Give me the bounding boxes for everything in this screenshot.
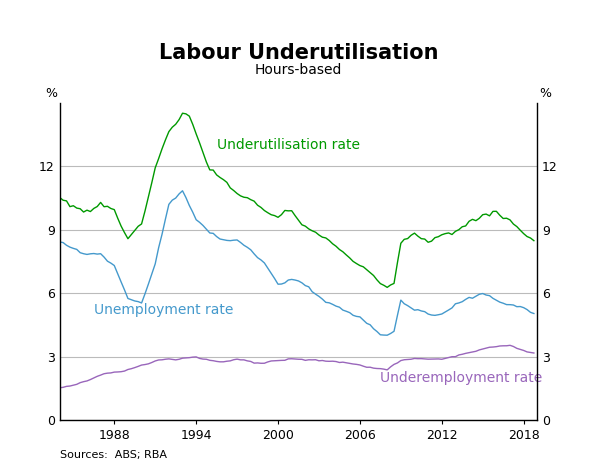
Text: Underutilisation rate: Underutilisation rate xyxy=(217,138,359,152)
Text: Hours-based: Hours-based xyxy=(255,63,342,77)
Text: Underemployment rate: Underemployment rate xyxy=(380,371,543,385)
Text: %: % xyxy=(45,86,57,99)
Text: Unemployment rate: Unemployment rate xyxy=(94,304,233,318)
Text: Sources:  ABS; RBA: Sources: ABS; RBA xyxy=(60,450,167,460)
Text: Labour Underutilisation: Labour Underutilisation xyxy=(159,43,438,63)
Text: %: % xyxy=(540,86,552,99)
